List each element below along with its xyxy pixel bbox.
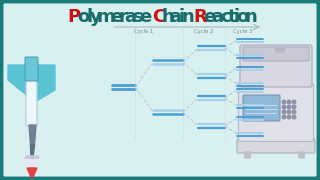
Text: l: l (86, 8, 92, 26)
Text: e: e (139, 8, 151, 26)
Text: i: i (179, 8, 185, 26)
Polygon shape (27, 158, 37, 168)
FancyBboxPatch shape (243, 47, 309, 61)
Text: c: c (220, 8, 230, 26)
Text: a: a (211, 8, 223, 26)
Polygon shape (25, 156, 39, 158)
Circle shape (292, 110, 296, 114)
Text: P: P (68, 8, 81, 26)
Circle shape (292, 105, 296, 109)
Text: s: s (132, 8, 143, 26)
FancyBboxPatch shape (243, 95, 280, 121)
Polygon shape (29, 125, 36, 145)
Text: n: n (181, 8, 194, 26)
Polygon shape (275, 47, 285, 52)
Text: n: n (244, 8, 257, 26)
Text: Cycle 1: Cycle 1 (134, 29, 154, 34)
Circle shape (282, 100, 286, 104)
Polygon shape (244, 152, 251, 158)
Polygon shape (298, 152, 305, 158)
FancyBboxPatch shape (238, 84, 314, 141)
Text: e: e (110, 8, 122, 26)
FancyBboxPatch shape (25, 57, 38, 81)
Circle shape (287, 110, 291, 114)
Text: R: R (194, 8, 208, 26)
Circle shape (287, 105, 291, 109)
Circle shape (292, 115, 296, 119)
Polygon shape (8, 65, 55, 102)
Circle shape (292, 100, 296, 104)
Circle shape (282, 115, 286, 119)
Text: Cycle 3: Cycle 3 (233, 29, 252, 34)
Text: r: r (119, 8, 127, 26)
FancyBboxPatch shape (26, 69, 37, 126)
Text: e: e (203, 8, 215, 26)
Circle shape (282, 110, 286, 114)
Text: C: C (152, 8, 165, 26)
Text: a: a (124, 8, 136, 26)
Text: i: i (234, 8, 240, 26)
Text: t: t (228, 8, 236, 26)
Text: o: o (77, 8, 89, 26)
Circle shape (287, 100, 291, 104)
Text: h: h (161, 8, 174, 26)
Text: m: m (96, 8, 115, 26)
Text: a: a (170, 8, 181, 26)
Text: o: o (236, 8, 249, 26)
Polygon shape (27, 168, 37, 177)
Polygon shape (30, 145, 35, 158)
Text: y: y (90, 8, 101, 26)
Text: Cycle 2: Cycle 2 (194, 29, 214, 34)
Circle shape (287, 115, 291, 119)
FancyBboxPatch shape (237, 139, 315, 153)
FancyBboxPatch shape (240, 45, 312, 87)
Circle shape (282, 105, 286, 109)
